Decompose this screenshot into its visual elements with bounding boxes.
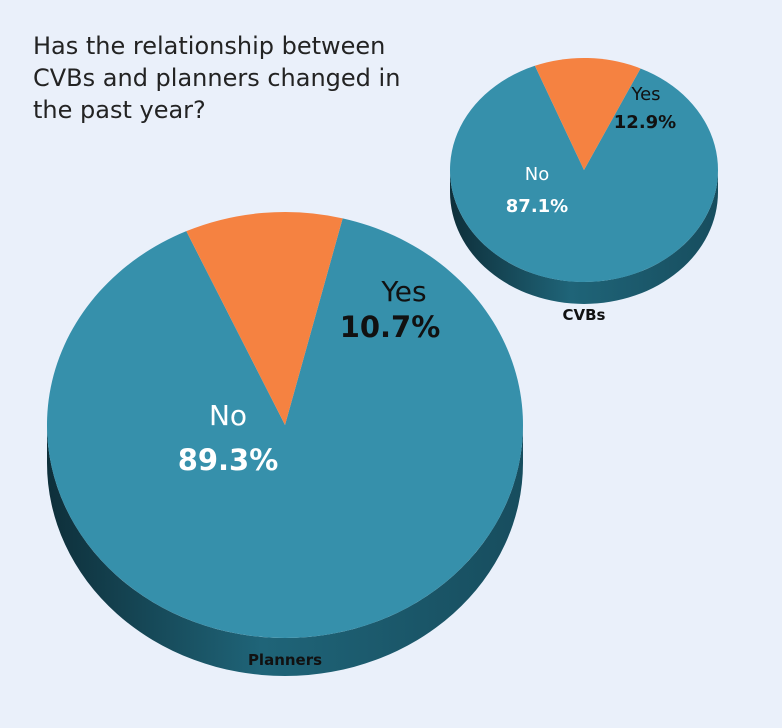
planners-caption: Planners	[247, 651, 323, 669]
title-line-2: CVBs and planners changed in	[33, 64, 401, 92]
pie-cvbs-slice-yes	[534, 57, 641, 170]
pie-planners-slice-no	[47, 218, 524, 638]
chart-title: Has the relationship between CVBs and pl…	[33, 30, 413, 126]
pie-planners-side	[47, 425, 523, 676]
pie-planners-slice-yes	[186, 212, 343, 425]
pie-cvbs-label-yes: Yes	[630, 84, 660, 105]
cvbs-caption: CVBs	[562, 306, 606, 324]
pie-planners-label-no: No	[209, 399, 247, 432]
pie-cvbs-slice-no	[450, 65, 719, 282]
cvbs-pie: No 87.1% Yes 12.9%	[450, 57, 719, 304]
title-line-3: the past year?	[33, 96, 206, 124]
pie-planners-value-no: 89.3%	[178, 443, 279, 477]
title-line-1: Has the relationship between	[33, 32, 386, 60]
pie-cvbs-value-no: 87.1%	[506, 196, 568, 217]
pie-cvbs-value-yes: 12.9%	[614, 112, 676, 133]
pie-cvbs-label-no: No	[525, 164, 549, 185]
pie-planners-label-yes: Yes	[380, 275, 426, 308]
pie-cvbs-side	[450, 170, 718, 304]
pie-planners-value-yes: 10.7%	[340, 310, 441, 344]
